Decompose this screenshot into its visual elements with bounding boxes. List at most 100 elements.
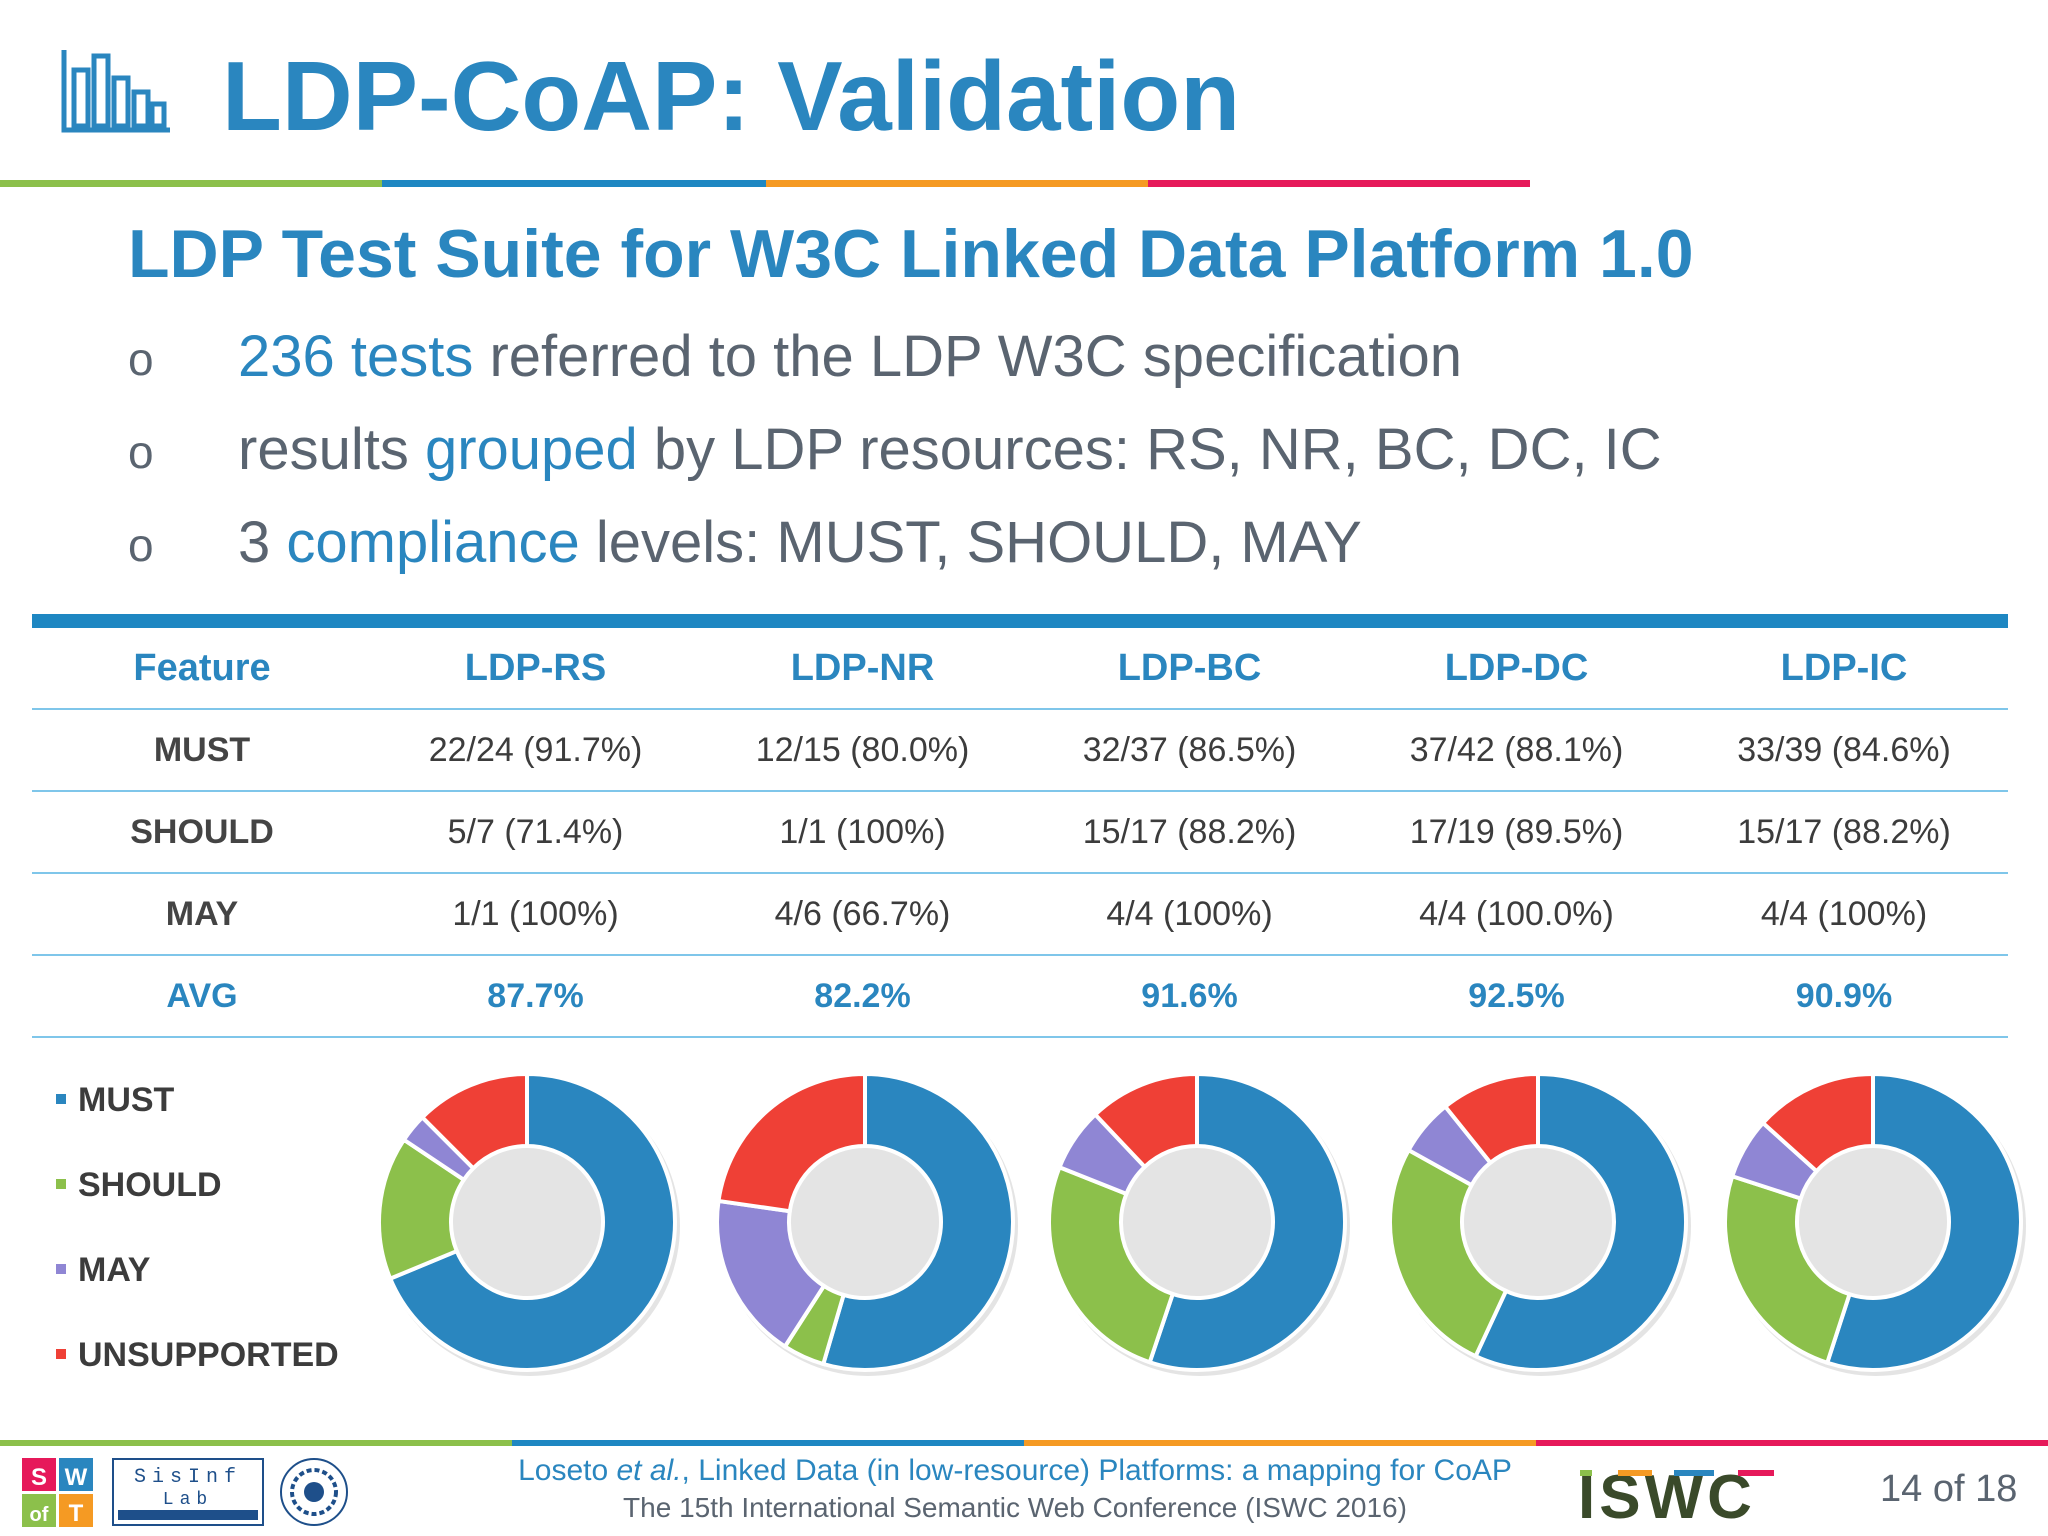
svg-text:T: T bbox=[69, 1500, 84, 1527]
table-cell: 5/7 (71.4%) bbox=[447, 813, 624, 851]
table-header-row: Feature LDP-RS LDP-NR LDP-BC LDP-DC LDP-… bbox=[32, 628, 2008, 710]
bullet-rest: levels: MUST, SHOULD, MAY bbox=[579, 510, 1362, 575]
iswc-logo: ISWC bbox=[1578, 1463, 1774, 1528]
title-rule-green bbox=[0, 180, 382, 187]
bar-chart-icon bbox=[61, 50, 170, 133]
table-row-must: MUST 22/24 (91.7%) 12/15 (80.0%) 32/37 (… bbox=[32, 710, 2008, 792]
donut-slice-may bbox=[715, 1198, 827, 1350]
donut-slice-unsupported bbox=[1092, 1071, 1199, 1170]
section-heading: LDP Test Suite for W3C Linked Data Platf… bbox=[128, 216, 1694, 292]
sisinf-lab-logo: SisInf Lab bbox=[112, 1458, 264, 1526]
donut-ldp-ic bbox=[1723, 1071, 2026, 1376]
donut-ldp-rs bbox=[377, 1071, 680, 1376]
bullet-text: 236 tests referred to the LDP W3C specif… bbox=[238, 312, 1462, 402]
table-cell: 32/37 (86.5%) bbox=[1082, 731, 1297, 769]
bullet-rest: referred to the LDP W3C specification bbox=[473, 324, 1462, 389]
legend-swatch bbox=[56, 1349, 66, 1360]
header-ldp-bc: LDP-BC bbox=[1117, 647, 1262, 689]
table-cell: 1/1 (100%) bbox=[779, 813, 946, 851]
footer-etal: et al. bbox=[616, 1454, 682, 1487]
row-label: AVG bbox=[166, 977, 238, 1015]
table-cell: 82.2% bbox=[814, 977, 911, 1015]
donut-slice-must bbox=[387, 1071, 677, 1372]
bullet-pre: results bbox=[238, 417, 425, 482]
footer-authors: Loseto bbox=[518, 1454, 609, 1487]
bullet-highlight: 236 tests bbox=[238, 324, 474, 389]
table-row-may: MAY 1/1 (100%) 4/6 (66.7%) 4/4 (100%) 4/… bbox=[32, 874, 2008, 956]
title-rule-pink bbox=[1148, 180, 1530, 187]
footer-citation: Loseto et al., Linked Data (in low-resou… bbox=[400, 1454, 1630, 1488]
table-top-bar bbox=[32, 614, 2008, 628]
donut-slice-must bbox=[1472, 1071, 1688, 1372]
swot-logo: S W of T bbox=[22, 1458, 93, 1527]
bullet-marker: o bbox=[128, 519, 154, 571]
table-cell: 15/17 (88.2%) bbox=[1737, 813, 1951, 851]
table-cell: 15/17 (88.2%) bbox=[1082, 813, 1297, 851]
table-cell: 12/15 (80.0%) bbox=[755, 731, 970, 769]
table-cell: 87.7% bbox=[487, 977, 584, 1015]
donut-slice-unsupported bbox=[1442, 1071, 1540, 1166]
legend-swatch bbox=[56, 1264, 66, 1275]
bullet-marker: o bbox=[128, 333, 154, 385]
title-rule-blue bbox=[382, 180, 766, 187]
header-ldp-dc: LDP-DC bbox=[1444, 647, 1589, 689]
legend-item-may: MAY bbox=[56, 1250, 150, 1290]
legend-item-unsupported: UNSUPPORTED bbox=[56, 1335, 339, 1375]
header-ldp-ic: LDP-IC bbox=[1780, 647, 1908, 689]
donut-ldp-dc bbox=[1388, 1071, 1691, 1376]
header-ldp-rs: LDP-RS bbox=[464, 647, 607, 689]
svg-text:SisInf: SisInf bbox=[134, 1466, 242, 1489]
svg-text:ISWC: ISWC bbox=[1578, 1463, 1756, 1528]
donut-slice-unsupported bbox=[716, 1071, 867, 1214]
table-row-should: SHOULD 5/7 (71.4%) 1/1 (100%) 15/17 (88.… bbox=[32, 792, 2008, 874]
legend-item-must: MUST bbox=[56, 1080, 174, 1120]
university-seal-logo bbox=[280, 1458, 348, 1526]
table-cell: 37/42 (88.1%) bbox=[1409, 731, 1624, 769]
donut-slice-should bbox=[1388, 1147, 1509, 1359]
donut-ldp-nr bbox=[715, 1071, 1018, 1376]
legend-label: UNSUPPORTED bbox=[78, 1336, 339, 1374]
svg-text:S: S bbox=[31, 1464, 47, 1491]
donut-charts bbox=[377, 1071, 2026, 1376]
legend-swatch bbox=[56, 1094, 66, 1105]
row-label: SHOULD bbox=[130, 813, 274, 851]
donut-slice-must bbox=[820, 1071, 1015, 1372]
bullet-highlight: compliance bbox=[286, 510, 580, 575]
legend-item-should: SHOULD bbox=[56, 1165, 222, 1205]
bullet-text: results grouped by LDP resources: RS, NR… bbox=[238, 405, 1662, 495]
table-cell: 90.9% bbox=[1795, 977, 1893, 1015]
table-cell: 4/4 (100.0%) bbox=[1419, 895, 1614, 933]
bullet-text: 3 compliance levels: MUST, SHOULD, MAY bbox=[238, 498, 1362, 588]
page-number: 14 of 18 bbox=[1880, 1468, 2018, 1510]
donut-slice-unsupported bbox=[419, 1071, 529, 1172]
svg-text:Lab: Lab bbox=[163, 1490, 213, 1510]
page-title: LDP-CoAP: Validation bbox=[222, 41, 1241, 151]
header-ldp-nr: LDP-NR bbox=[790, 647, 935, 689]
header-feature: Feature bbox=[133, 647, 271, 689]
table-cell: 91.6% bbox=[1141, 977, 1238, 1015]
donut-ldp-bc bbox=[1047, 1071, 1350, 1376]
donut-slice-must bbox=[1147, 1071, 1347, 1372]
donut-slice-should bbox=[1047, 1164, 1176, 1365]
table-cell: 4/6 (66.7%) bbox=[774, 895, 951, 933]
svg-text:W: W bbox=[65, 1464, 88, 1491]
table-cell: 4/4 (100%) bbox=[1106, 895, 1273, 933]
donut-slice-unsupported bbox=[1760, 1071, 1875, 1174]
table-cell: 4/4 (100%) bbox=[1760, 895, 1928, 933]
footer-rule bbox=[0, 1440, 2048, 1446]
svg-text:of: of bbox=[30, 1504, 49, 1526]
table-cell: 17/19 (89.5%) bbox=[1409, 813, 1624, 851]
table-cell: 33/39 (84.6%) bbox=[1737, 731, 1951, 769]
bullet-marker: o bbox=[128, 426, 154, 478]
title-rule-orange bbox=[766, 180, 1148, 187]
bullet-highlight: grouped bbox=[424, 417, 638, 482]
legend-swatch bbox=[56, 1179, 66, 1190]
bullet-pre: 3 bbox=[238, 510, 287, 575]
table-cell: 1/1 (100%) bbox=[452, 895, 619, 933]
table-cell: 92.5% bbox=[1468, 977, 1565, 1015]
donut-slice-should bbox=[1723, 1173, 1853, 1366]
donut-slice-must bbox=[1824, 1071, 2023, 1372]
row-label: MUST bbox=[153, 731, 251, 769]
footer-conference: The 15th International Semantic Web Conf… bbox=[623, 1492, 1407, 1523]
row-label: MAY bbox=[165, 895, 239, 933]
